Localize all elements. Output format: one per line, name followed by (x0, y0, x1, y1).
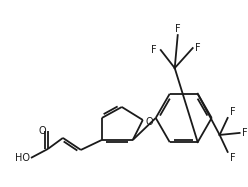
Text: F: F (175, 24, 181, 34)
Text: F: F (230, 107, 235, 117)
Text: HO: HO (15, 153, 30, 163)
Text: F: F (195, 43, 200, 53)
Text: F: F (151, 45, 157, 55)
Text: F: F (230, 153, 235, 163)
Text: O: O (146, 117, 154, 127)
Text: F: F (242, 128, 247, 138)
Text: O: O (38, 126, 46, 136)
